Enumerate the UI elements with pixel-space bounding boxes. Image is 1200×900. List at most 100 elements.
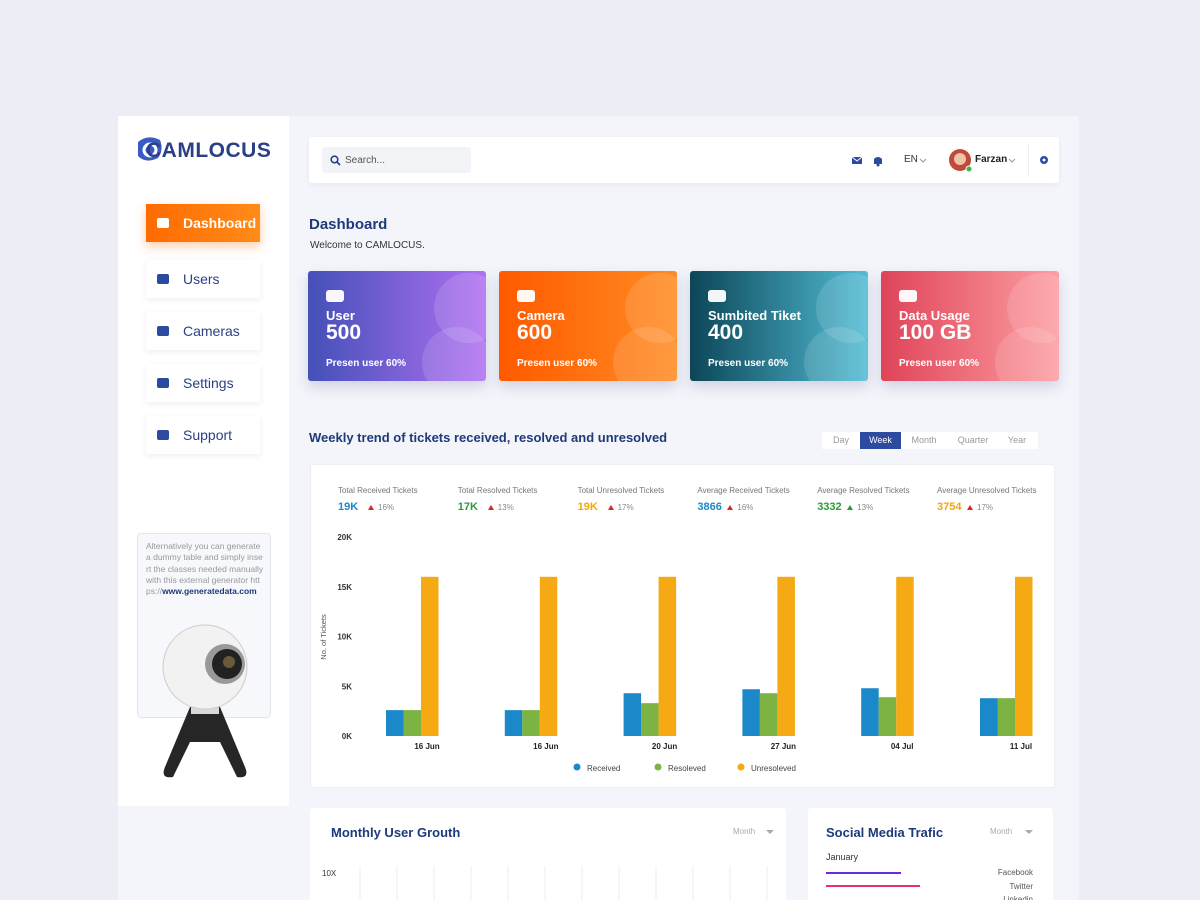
camera-image [162, 624, 248, 778]
note: Alternatively you can generate a dummy t… [146, 541, 264, 597]
stat-value: 19K [338, 501, 359, 513]
top-icons [852, 156, 1048, 167]
stat-arrow [967, 505, 973, 510]
x-tick-label: 11 Jul [1010, 742, 1032, 751]
range-tab[interactable]: Quarter [957, 435, 989, 445]
user-name[interactable]: Farzan [975, 154, 1008, 165]
nav-icon [157, 326, 169, 336]
note-text: Alternatively you can generate a dummy t… [146, 541, 264, 597]
card-value: 500 [326, 321, 362, 344]
card-bubble [995, 327, 1059, 381]
bar [1015, 576, 1033, 736]
range-tab[interactable]: Year [1007, 435, 1027, 445]
card-note: Presen user 60% [517, 358, 598, 369]
x-tick-label: 20 Jun [652, 742, 677, 751]
y-tick-label: 15K [337, 583, 352, 592]
x-tick-label: 27 Jun [771, 742, 796, 751]
legend-swatch [654, 763, 662, 771]
stat-arrow [368, 505, 374, 510]
bar [997, 698, 1015, 736]
logo: CAMLOCUS [146, 139, 272, 162]
x-tick-label: 16 Jun [414, 742, 439, 751]
x-tick-label: 16 Jun [533, 742, 558, 751]
card-value: 100 GB [899, 321, 972, 344]
bar [980, 698, 998, 736]
stat-change: 17% [977, 503, 994, 512]
card-value: 400 [708, 321, 744, 344]
bar [742, 689, 760, 736]
range-tab[interactable]: Week [860, 432, 901, 449]
monthly-title: Monthly User Grouth [331, 825, 461, 840]
stat-label: Total Unresolved Tickets [577, 486, 665, 495]
y-tick-label: 5K [342, 682, 352, 691]
legend-swatch [573, 763, 581, 771]
legend-label: Received [587, 764, 620, 773]
nav-item[interactable]: Settings [146, 364, 260, 402]
y-axis-label: No. of Tickets [319, 614, 328, 660]
bar [421, 576, 439, 736]
monthly-grid [359, 830, 774, 900]
stat-arrow [607, 505, 614, 510]
network-label: Facebook [997, 868, 1033, 877]
divider [1028, 145, 1029, 175]
y-tick-label: 20K [337, 533, 352, 542]
social-lines [826, 830, 1033, 887]
card-bubble [613, 327, 677, 381]
bar [522, 710, 540, 736]
stat-label: Total Received Tickets [338, 486, 418, 495]
card-bubble [434, 273, 486, 343]
stat-label: Average Resolved Tickets [817, 486, 910, 495]
avatar[interactable] [948, 148, 974, 174]
trend-title: Weekly trend of tickets received, resolv… [309, 430, 668, 445]
page-title: Dashboard [309, 216, 388, 233]
nav-icon [157, 274, 169, 284]
bar [658, 576, 677, 736]
stat-value: 3332 [817, 501, 842, 513]
bar [504, 710, 523, 736]
stat-card: User 500 Presen user 60% [308, 271, 486, 381]
bar [539, 576, 558, 736]
search-placeholder[interactable]: Search... [345, 155, 386, 166]
card-label: User [326, 308, 355, 323]
network-label: Twitter [1009, 881, 1033, 891]
card-icon [517, 290, 535, 302]
bar [759, 693, 778, 736]
card-bubble [804, 327, 868, 381]
stat-arrow [487, 505, 494, 510]
social-filter[interactable]: Month [990, 827, 1013, 836]
network-label: Linkedin [1003, 895, 1033, 900]
card-value: 600 [517, 321, 553, 344]
card-bubble [1007, 273, 1059, 343]
stat-card: Data Usage 100 GB Presen user 60% [881, 271, 1059, 381]
range-tab[interactable]: Month [911, 435, 937, 445]
social-title: Social Media Trafic [826, 825, 944, 840]
chart: 0K 5K 10K 15K 20K No. of Tickets 16 Jun 16 Jun 2… [319, 533, 1033, 773]
card-icon [899, 290, 917, 302]
card-note: Presen user 60% [899, 358, 980, 369]
monthly-filter[interactable]: Month [733, 827, 756, 836]
nav-icon [157, 378, 169, 388]
note-link[interactable]: www.generatedata.com [162, 586, 257, 597]
language[interactable]: EN [904, 154, 918, 165]
stat-value: 17K [457, 501, 478, 513]
card-label: Sumbited Tiket [708, 308, 801, 323]
search-icon [330, 155, 341, 166]
bar [861, 688, 879, 736]
stat-arrow [847, 505, 854, 510]
range-tab[interactable]: Day [832, 435, 849, 445]
stat-card: Sumbited Tiket 400 Presen user 60% [690, 271, 868, 381]
y-tick-label: 0K [342, 732, 352, 741]
search-box[interactable] [322, 147, 471, 173]
social-card [808, 808, 1053, 900]
card-note: Presen user 60% [326, 358, 407, 369]
x-tick-label: 04 Jul [891, 742, 914, 751]
stat-change: 16% [378, 503, 395, 512]
page-subtitle: Welcome to CAMLOCUS. [310, 240, 425, 251]
stat-value: 3754 [937, 501, 962, 513]
card-icon [326, 290, 344, 302]
stat-change: 16% [737, 503, 754, 512]
stat-label: Total Resolved Tickets [457, 486, 538, 495]
stat-change: 13% [497, 503, 514, 512]
logo-mark [138, 137, 162, 161]
y-tick-label: 10K [337, 633, 352, 642]
